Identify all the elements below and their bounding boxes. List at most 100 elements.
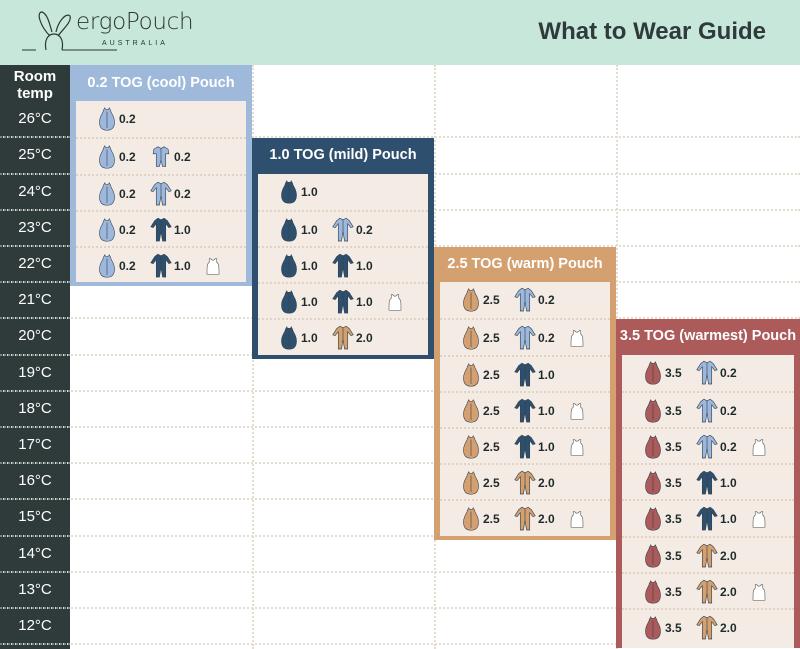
garment-tog-label: 2.0 — [356, 331, 373, 346]
vest-icon — [570, 402, 584, 420]
panel-body: 3.5 0.2 3.5 0.2 3.5 0.2 3.5 1.0 3.5 1.0 3.5 2.0 3.5 2… — [622, 354, 794, 649]
vest-icon — [752, 439, 766, 456]
outfit-row: 1.0 2.0 — [258, 318, 428, 354]
sleep-pouch-icon — [645, 507, 661, 531]
sleep-pouch-icon — [463, 398, 479, 423]
outfit-row: 1.0 1.0 — [258, 245, 428, 282]
onesie-icon — [696, 507, 718, 531]
outfit-row: 0.2 1.0 — [76, 209, 246, 246]
sleep-pouch-icon — [463, 507, 479, 531]
outfit-row: 2.5 2.0 — [440, 463, 610, 499]
garment-tog-label: 2.0 — [538, 512, 555, 527]
temp-label: 16°C — [18, 472, 52, 490]
onesie-icon — [150, 253, 172, 278]
outfit-row: 3.5 0.2 — [622, 390, 794, 427]
pouch-tog-label: 3.5 — [665, 548, 682, 563]
panel-body: 2.5 0.2 2.5 0.2 2.5 1.0 2.5 1.0 2.5 1.0 2.5 2.0 2.5 2… — [440, 282, 610, 536]
sleep-pouch-icon — [463, 435, 479, 459]
temperature-column — [0, 65, 70, 649]
garment-tog-label: 2.0 — [720, 548, 737, 563]
garment-tog-label: 1.0 — [356, 258, 373, 273]
pouch-tog-label: 0.2 — [119, 150, 136, 165]
sidebar-row-line — [0, 607, 70, 609]
pouch-tog-label: 1.0 — [301, 184, 318, 199]
onesie-icon — [514, 362, 536, 386]
outfit-row: 1.0 0.2 — [258, 209, 428, 246]
outfit-row: 3.5 1.0 — [622, 463, 794, 499]
garment-tog-label: 2.0 — [538, 476, 555, 491]
pouch-tog-label: 2.5 — [483, 367, 500, 382]
outfit-row: 3.5 2.0 — [622, 571, 794, 608]
sidebar-row-line — [0, 570, 70, 573]
grid-row-line — [0, 534, 800, 537]
outfit-row: 0.2 0.2 — [76, 137, 246, 173]
onesie-icon — [696, 543, 718, 567]
sleep-pouch-icon — [463, 288, 479, 312]
tog-panel: 2.5 TOG (warm) Pouch 2.5 0.2 2.5 0.2 2.5 1.0 2.… — [434, 247, 616, 540]
outfit-row: 3.5 2.0 — [622, 607, 794, 644]
grid-row-line — [0, 570, 800, 573]
outfit-row: 2.5 0.2 — [440, 282, 610, 318]
outfit-row: 0.2 1.0 — [76, 245, 246, 282]
tog-panel: 3.5 TOG (warmest) Pouch 3.5 0.2 3.5 0.2 3.5 0.… — [616, 319, 800, 649]
panel-title: 0.2 TOG (cool) Pouch — [87, 75, 235, 91]
grid-row-line — [0, 426, 800, 428]
pouch-tog-label: 1.0 — [301, 295, 318, 310]
vest-icon — [570, 511, 584, 528]
pouch-tog-label: 1.0 — [301, 222, 318, 237]
outfit-row: 3.5 2.0 — [622, 535, 794, 572]
brand-name: ergoPouch — [76, 9, 194, 35]
kangaroo-logo-icon — [22, 11, 117, 51]
sleep-pouch-icon — [463, 326, 479, 350]
sidebar-row-line — [0, 462, 70, 465]
onesie-icon — [696, 360, 718, 384]
sleep-pouch-icon — [281, 326, 297, 350]
temp-label: 20°C — [18, 327, 52, 345]
sidebar-row-line — [0, 172, 70, 175]
sleep-pouch-icon — [99, 254, 115, 278]
outfit-row: 1.0 — [258, 174, 428, 210]
outfit-row: 3.5 0.2 — [622, 426, 794, 463]
grid-row-line — [0, 389, 800, 392]
garment-tog-label: 2.0 — [720, 584, 737, 599]
pouch-tog-label: 0.2 — [119, 222, 136, 237]
sleep-pouch-icon — [99, 181, 115, 206]
garment-tog-label: 0.2 — [720, 365, 737, 380]
panel-title: 1.0 TOG (mild) Pouch — [269, 147, 417, 164]
grid-row-line — [0, 136, 800, 139]
tog-panel: 0.2 TOG (cool) Pouch 0.2 0.2 0.2 0.2 0.2 0.2 1.… — [70, 65, 252, 287]
sleep-pouch-icon — [645, 435, 661, 459]
sidebar-row-line — [0, 534, 70, 537]
onesie-icon — [514, 326, 536, 350]
outfit-row: 2.5 2.0 — [440, 499, 610, 535]
sleep-pouch-icon — [463, 362, 479, 387]
sidebar-row-line — [0, 498, 70, 501]
outfit-row: 3.5 1.0 — [622, 499, 794, 535]
page-title: What to Wear Guide — [538, 18, 766, 45]
sleep-pouch-icon — [99, 145, 115, 169]
onesie-icon — [150, 217, 172, 242]
pouch-tog-label: 1.0 — [301, 258, 318, 273]
sleep-pouch-icon — [281, 290, 297, 314]
onesie-icon — [150, 181, 172, 205]
garment-tog-label: 1.0 — [538, 403, 555, 418]
onesie-icon — [514, 434, 536, 459]
onesie-icon — [696, 434, 718, 459]
sidebar-row-line — [0, 245, 70, 247]
pouch-tog-label: 2.5 — [483, 512, 500, 527]
temp-label: 15°C — [18, 508, 52, 526]
vest-icon — [570, 439, 584, 456]
outfit-row: 2.5 0.2 — [440, 318, 610, 354]
onesie-icon — [514, 288, 536, 312]
panel-title: 2.5 TOG (warm) Pouch — [447, 256, 603, 272]
temp-label: 21°C — [18, 291, 52, 309]
outfit-row: 2.5 1.0 — [440, 426, 610, 463]
onesie-icon — [332, 253, 354, 278]
tog-panel: 1.0 TOG (mild) Pouch 1.0 1.0 0.2 1.0 1.0 1.0 1.… — [252, 138, 434, 359]
sidebar-row-line — [0, 353, 70, 356]
onesie-icon — [332, 217, 354, 242]
vest-icon — [752, 511, 766, 528]
temp-label: 22°C — [18, 255, 52, 272]
sleep-pouch-icon — [281, 217, 297, 242]
garment-tog-label: 0.2 — [720, 403, 737, 418]
